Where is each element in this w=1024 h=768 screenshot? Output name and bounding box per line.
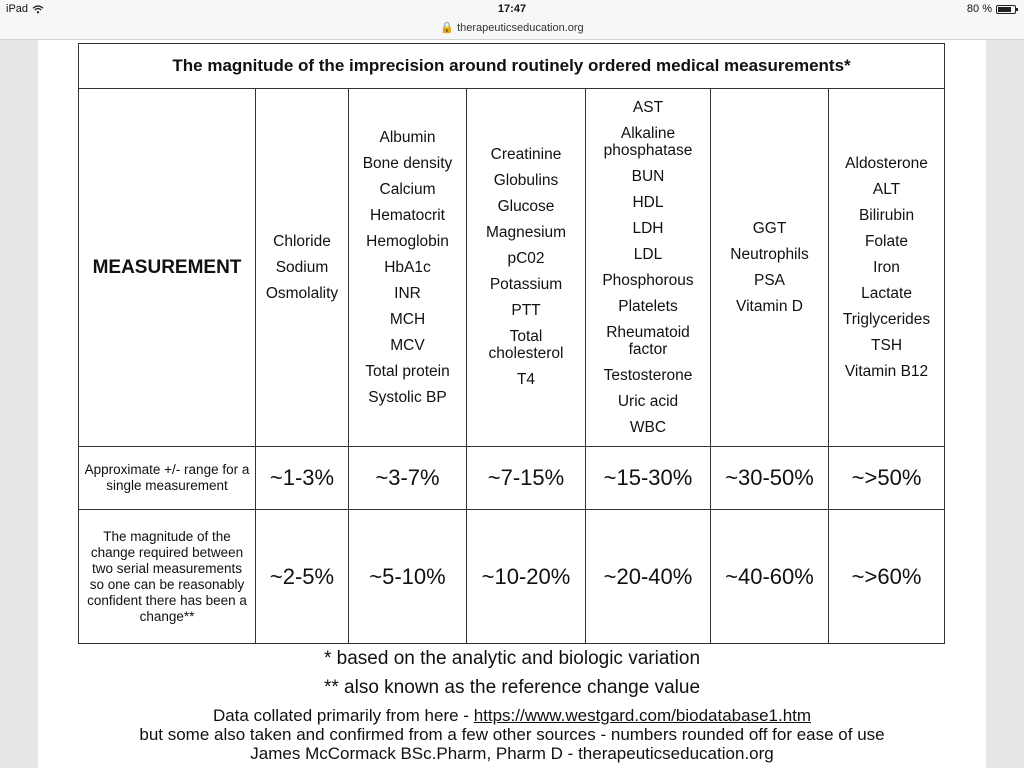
measurement-item: HDL xyxy=(632,193,664,211)
measurement-item: MCH xyxy=(389,310,426,328)
measurement-group-1: Chloride Sodium Osmolality xyxy=(255,88,349,447)
measurement-item: Creatinine xyxy=(490,146,562,163)
measurement-item: Glucose xyxy=(497,198,555,215)
range-value-6: ~>50% xyxy=(827,446,946,510)
measurement-item: Osmolality xyxy=(265,284,339,302)
range-value-4: ~15-30% xyxy=(585,446,711,510)
measurement-item: ALT xyxy=(872,180,901,198)
measurement-group-5: GGT Neutrophils PSA Vitamin D xyxy=(710,88,829,447)
measurement-item: Vitamin B12 xyxy=(844,362,929,380)
measurement-item: Neutrophils xyxy=(730,245,809,263)
change-value-5: ~40-60% xyxy=(710,509,829,644)
lock-icon: 🔒 xyxy=(440,22,455,34)
measurement-group-4: AST Alkaline phosphatase BUN HDL LDH LDL Phosp… xyxy=(585,88,711,447)
measurement-item: Bilirubin xyxy=(858,206,915,224)
measurement-item: Folate xyxy=(864,232,909,250)
measurement-item: PSA xyxy=(753,271,785,289)
measurement-label: MEASUREMENT xyxy=(78,88,256,447)
measurement-item: HbA1c xyxy=(384,258,431,276)
measurement-item: T4 xyxy=(516,371,536,388)
measurement-item: Potassium xyxy=(489,276,563,293)
measurement-item: INR xyxy=(394,284,421,302)
measurement-table: The magnitude of the imprecision around … xyxy=(77,43,946,644)
source-prefix: Data collated primarily from here - xyxy=(212,706,474,725)
measurement-item: Calcium xyxy=(379,180,436,198)
measurement-item: GGT xyxy=(752,219,787,237)
measurement-group-2: Albumin Bone density Calcium Hematocrit Hemo… xyxy=(348,88,467,447)
page-content: The magnitude of the imprecision around … xyxy=(38,40,986,768)
measurement-item: Total cholesterol xyxy=(488,328,564,362)
measurement-item: Testosterone xyxy=(603,366,693,384)
footnote-reference-change: ** also known as the reference change va… xyxy=(323,677,701,698)
measurement-item: Iron xyxy=(873,258,900,276)
status-bar: iPad 17:47 🔒 therapeuticseducation.org 8… xyxy=(0,0,1024,40)
measurement-item: AST xyxy=(632,98,664,116)
measurement-item: LDH xyxy=(632,219,664,237)
source-notes: Data collated primarily from here - http… xyxy=(38,706,986,763)
battery-icon xyxy=(996,4,1018,14)
change-value-1: ~2-5% xyxy=(255,509,349,644)
measurement-item: Platelets xyxy=(618,297,678,315)
clock: 17:47 xyxy=(497,3,527,15)
footnote-analytic: * based on the analytic and biologic var… xyxy=(323,648,701,669)
measurement-item: Rheumatoid factor xyxy=(606,323,690,358)
battery-fill xyxy=(998,6,1011,12)
measurement-item: Aldosterone xyxy=(845,154,928,172)
measurement-item: LDL xyxy=(633,245,663,263)
measurement-item: Uric acid xyxy=(617,392,679,410)
wifi-icon xyxy=(32,4,44,13)
status-right: 80 % xyxy=(966,3,1018,15)
measurement-item: Systolic BP xyxy=(368,388,447,406)
measurement-item: Bone density xyxy=(362,154,453,172)
measurement-row: MEASUREMENT Chloride Sodium Osmolality Alb… xyxy=(78,88,946,447)
measurement-item: Lactate xyxy=(861,284,912,302)
url-text: therapeuticseducation.org xyxy=(457,22,584,34)
measurement-item: Hematocrit xyxy=(370,206,445,224)
measurement-item: Total protein xyxy=(365,362,450,380)
measurement-item: Alkaline phosphatase xyxy=(603,124,693,159)
author-line: James McCormack BSc.Pharm, Pharm D - the… xyxy=(250,744,774,763)
range-row: Approximate +/- range for a single measu… xyxy=(78,446,946,510)
measurement-item: Globulins xyxy=(493,172,559,189)
range-value-2: ~3-7% xyxy=(348,446,467,510)
measurement-item: Triglycerides xyxy=(842,310,931,328)
measurement-item: Albumin xyxy=(379,128,436,146)
measurement-item: PTT xyxy=(511,302,541,319)
range-label: Approximate +/- range for a single measu… xyxy=(78,446,256,510)
measurement-item: Sodium xyxy=(275,258,329,276)
range-value-3: ~7-15% xyxy=(466,446,586,510)
source-line-2: but some also taken and confirmed from a… xyxy=(139,725,885,744)
measurement-item: Vitamin D xyxy=(736,297,803,315)
measurement-item: MCV xyxy=(390,336,425,354)
source-link[interactable]: https://www.westgard.com/biodatabase1.ht… xyxy=(473,706,812,725)
measurement-item: WBC xyxy=(629,418,667,436)
battery-percent: 80 % xyxy=(966,3,992,15)
measurement-item: Phosphorous xyxy=(602,271,694,289)
address-bar[interactable]: 🔒 therapeuticseducation.org xyxy=(0,21,1024,34)
measurement-item: BUN xyxy=(631,167,665,185)
measurement-group-6: Aldosterone ALT Bilirubin Folate Iron Lactate… xyxy=(827,88,946,447)
table-title: The magnitude of the imprecision around … xyxy=(77,43,946,89)
range-value-5: ~30-50% xyxy=(710,446,829,510)
measurement-item: pC02 xyxy=(507,250,545,267)
source-line: Data collated primarily from here - http… xyxy=(38,706,986,725)
change-value-3: ~10-20% xyxy=(466,509,586,644)
measurement-item: TSH xyxy=(871,336,903,354)
change-label: The magnitude of the change required bet… xyxy=(78,509,256,644)
device-label: iPad xyxy=(6,3,29,15)
status-left: iPad xyxy=(6,3,44,15)
change-value-2: ~5-10% xyxy=(348,509,467,644)
measurement-item: Hemoglobin xyxy=(366,232,449,250)
measurement-group-3: Creatinine Globulins Glucose Magnesium pC02 P… xyxy=(466,88,586,447)
range-value-1: ~1-3% xyxy=(255,446,349,510)
change-row: The magnitude of the change required bet… xyxy=(78,509,946,644)
change-value-4: ~20-40% xyxy=(585,509,711,644)
measurement-item: Magnesium xyxy=(485,224,567,241)
measurement-item: Chloride xyxy=(273,232,331,250)
change-value-6: ~>60% xyxy=(827,509,946,644)
